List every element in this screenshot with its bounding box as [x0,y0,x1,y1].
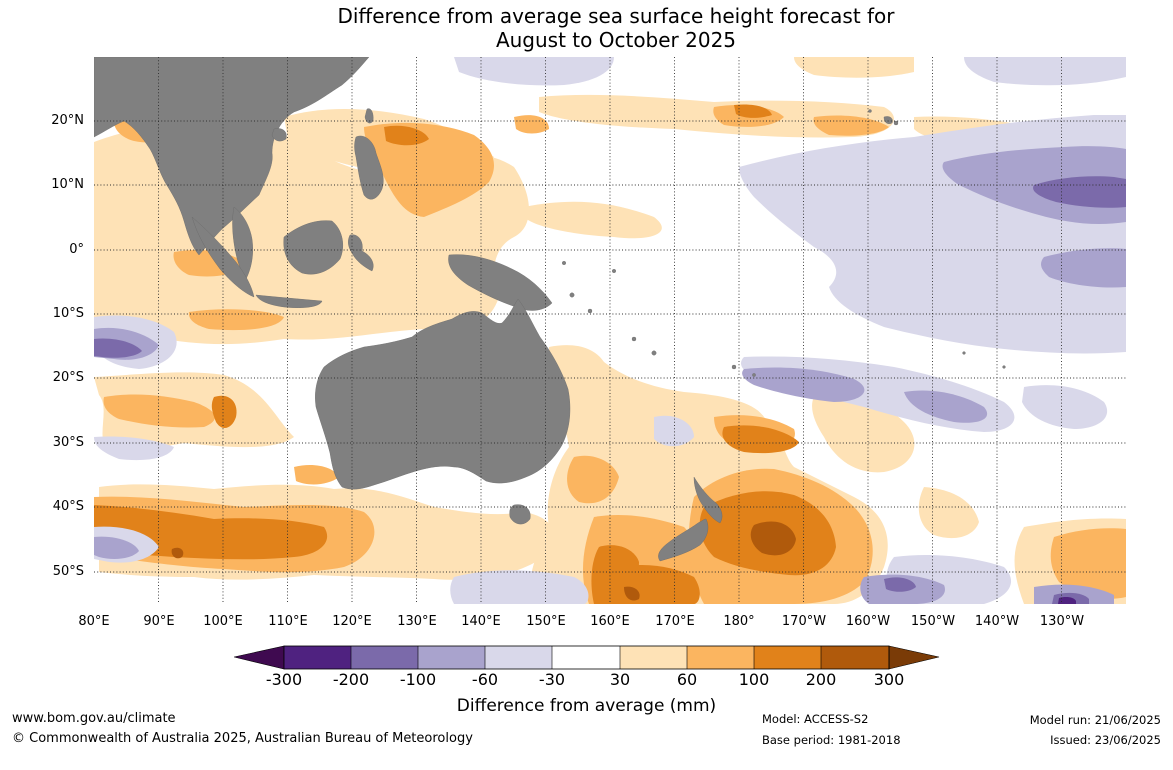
land-sulawesi [348,234,374,272]
lat-label-30s: 30°S [52,435,84,450]
colorbar [234,645,940,670]
copyright-text: © Commonwealth of Australia 2025, Austra… [12,731,473,746]
lon-label-160w: 160°W [845,614,891,629]
lon-label-90e: 90°E [143,614,175,629]
lat-label-equator: 0° [69,242,84,257]
anomaly-map [94,57,1126,604]
colorbar-arrow-low [234,645,285,670]
land-island [893,120,899,126]
title-line-1: Difference from average sea surface heig… [337,4,895,28]
lat-label-20s: 20°S [52,370,84,385]
land-new-zealand-north [693,476,723,524]
colorbar-label-minus-60: -60 [471,670,499,689]
land-island [752,373,756,377]
lat-label-10s: 10°S [52,306,84,321]
land-island [562,260,567,265]
land-hainan [271,128,287,142]
land-philippines [354,135,384,200]
model-run-date: Model run: 21/06/2025 [1029,713,1161,727]
land-island [868,109,872,113]
lon-label-160e: 160°E [590,614,630,629]
lon-label-110e: 110°E [268,614,308,629]
anomaly-200-300-fill [171,521,796,601]
land-tasmania [509,504,531,525]
land-island [569,292,575,298]
land-island [731,364,737,370]
lon-label-170w: 170°W [781,614,827,629]
land-new-guinea [448,254,553,311]
land-new-zealand-south [658,518,709,562]
colorbar-swatch-6 [620,646,687,669]
map-panel [94,57,1126,604]
land-island [587,308,593,314]
colorbar-swatch-1 [284,646,351,669]
lon-label-100e: 100°E [203,614,243,629]
lon-label-140w: 140°W [974,614,1020,629]
lon-label-120e: 120°E [332,614,372,629]
colorbar-swatch-7 [687,646,754,669]
lat-label-50s: 50°S [52,564,84,579]
base-period: Base period: 1981-2018 [762,733,901,747]
land-island [631,336,637,342]
chart-title: Difference from average sea surface heig… [0,4,1173,52]
land-java [255,294,323,308]
land-island [962,351,966,355]
colorbar-label-minus-100: -100 [399,670,437,689]
land-island [612,268,617,273]
colorbar-swatch-2 [351,646,418,669]
anomaly-minus-200-300-fill [1058,597,1076,604]
colorbar-swatch-8 [754,646,821,669]
colorbar-label-30: 30 [609,670,631,689]
lon-label-80e: 80°E [78,614,110,629]
land-sumatra [191,216,255,298]
lon-label-170e: 170°E [655,614,695,629]
colorbar-swatch-3 [418,646,485,669]
lon-label-130e: 130°E [397,614,437,629]
colorbar-arrow-high [888,645,940,670]
issued-date: Issued: 23/06/2025 [1050,733,1161,747]
lon-label-150e: 150°E [526,614,566,629]
colorbar-label-minus-30: -30 [538,670,566,689]
land-island [651,350,657,356]
colorbar-label-200: 200 [805,670,837,689]
website-link[interactable]: www.bom.gov.au/climate [12,711,176,726]
lon-label-140e: 140°E [461,614,501,629]
model-name: Model: ACCESS-S2 [762,712,869,726]
lat-label-20n: 20°N [51,113,84,128]
colorbar-label-300: 300 [873,670,905,689]
colorbar-label-100: 100 [738,670,770,689]
graticule [94,57,1126,604]
colorbar-swatch-5 [552,646,620,669]
lon-label-130w: 130°W [1039,614,1085,629]
lat-label-10n: 10°N [51,177,84,192]
title-line-2: August to October 2025 [495,28,737,52]
colorbar-title: Difference from average (mm) [456,696,717,716]
colorbar-label-60: 60 [676,670,698,689]
colorbar-label-minus-200: -200 [332,670,370,689]
colorbar-label-minus-300: -300 [265,670,303,689]
colorbar-swatch-4 [485,646,552,669]
lon-label-150w: 150°W [910,614,956,629]
land-australia [315,298,571,490]
land-island [1002,365,1006,369]
colorbar-swatch-9 [821,646,889,669]
land-borneo [283,220,343,275]
lon-label-180: 180° [723,614,755,629]
lat-label-40s: 40°S [52,499,84,514]
